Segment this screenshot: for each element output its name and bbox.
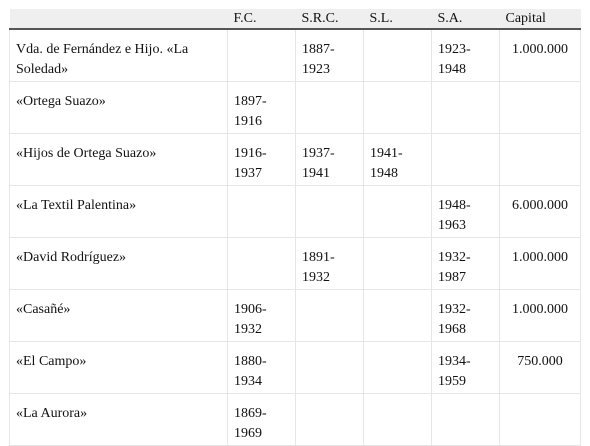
header-sl: S.L. <box>363 9 432 30</box>
table-row: Vda. de Fernández e Hijo. «La Soledad» 18… <box>9 29 581 82</box>
cell-sa: 1948- 1963 <box>431 185 500 238</box>
cell-capital: 6.000.000 <box>499 185 581 238</box>
cell-src <box>295 393 364 446</box>
cell-fc: 1916- 1937 <box>227 133 296 186</box>
cell-capital <box>499 133 581 186</box>
table-row: «Hijos de Ortega Suazo» 1916- 1937 1937- 194… <box>9 133 581 186</box>
cell-capital <box>499 81 581 134</box>
cell-src <box>295 289 364 342</box>
cell-sa: 1923- 1948 <box>431 29 500 82</box>
table-container: F.C. S.R.C. S.L. S.A. Capital Vda. de Fe… <box>9 9 581 446</box>
cell-capital: 750.000 <box>499 341 581 394</box>
cell-sa: 1934- 1959 <box>431 341 500 394</box>
cell-sl <box>363 81 432 134</box>
cell-name: «Ortega Suazo» <box>9 81 228 134</box>
cell-src: 1937- 1941 <box>295 133 364 186</box>
table-row: «La Aurora» 1869- 1969 <box>9 393 581 446</box>
cell-capital: 1.000.000 <box>499 237 581 290</box>
cell-name: «Casañé» <box>9 289 228 342</box>
cell-sa: 1932- 1968 <box>431 289 500 342</box>
cell-src <box>295 341 364 394</box>
header-name <box>9 9 228 30</box>
cell-fc: 1880- 1934 <box>227 341 296 394</box>
cell-fc <box>227 185 296 238</box>
cell-sa <box>431 393 500 446</box>
cell-sl <box>363 29 432 82</box>
table-row: «El Campo» 1880- 1934 1934- 1959 750.000 <box>9 341 581 394</box>
table-body: Vda. de Fernández e Hijo. «La Soledad» 18… <box>9 29 581 446</box>
cell-src: 1887- 1923 <box>295 29 364 82</box>
cell-sl <box>363 341 432 394</box>
cell-name: «La Aurora» <box>9 393 228 446</box>
cell-sl <box>363 185 432 238</box>
cell-sa <box>431 133 500 186</box>
table-row: «La Textil Palentina» 1948- 1963 6.000.000 <box>9 185 581 238</box>
cell-sl <box>363 393 432 446</box>
cell-sl <box>363 289 432 342</box>
cell-name: «El Campo» <box>9 341 228 394</box>
cell-name: «Hijos de Ortega Suazo» <box>9 133 228 186</box>
cell-name: «David Rodríguez» <box>9 237 228 290</box>
cell-sl: 1941- 1948 <box>363 133 432 186</box>
cell-capital: 1.000.000 <box>499 29 581 82</box>
company-table: F.C. S.R.C. S.L. S.A. Capital Vda. de Fe… <box>9 9 581 446</box>
cell-fc: 1869- 1969 <box>227 393 296 446</box>
cell-capital: 1.000.000 <box>499 289 581 342</box>
cell-src <box>295 81 364 134</box>
header-sa: S.A. <box>431 9 500 30</box>
cell-sl <box>363 237 432 290</box>
cell-capital <box>499 393 581 446</box>
cell-fc: 1906- 1932 <box>227 289 296 342</box>
cell-name: «La Textil Palentina» <box>9 185 228 238</box>
table-row: «David Rodríguez» 1891- 1932 1932- 1987 1.000… <box>9 237 581 290</box>
cell-name: Vda. de Fernández e Hijo. «La Soledad» <box>9 29 228 82</box>
header-row: F.C. S.R.C. S.L. S.A. Capital <box>9 9 581 30</box>
cell-src: 1891- 1932 <box>295 237 364 290</box>
cell-src <box>295 185 364 238</box>
cell-fc: 1897- 1916 <box>227 81 296 134</box>
cell-sa: 1932- 1987 <box>431 237 500 290</box>
cell-sa <box>431 81 500 134</box>
table-row: «Casañé» 1906- 1932 1932- 1968 1.000.000 <box>9 289 581 342</box>
header-fc: F.C. <box>227 9 296 30</box>
cell-fc <box>227 237 296 290</box>
header-capital: Capital <box>499 9 581 30</box>
cell-fc <box>227 29 296 82</box>
table-row: «Ortega Suazo» 1897- 1916 <box>9 81 581 134</box>
header-src: S.R.C. <box>295 9 364 30</box>
